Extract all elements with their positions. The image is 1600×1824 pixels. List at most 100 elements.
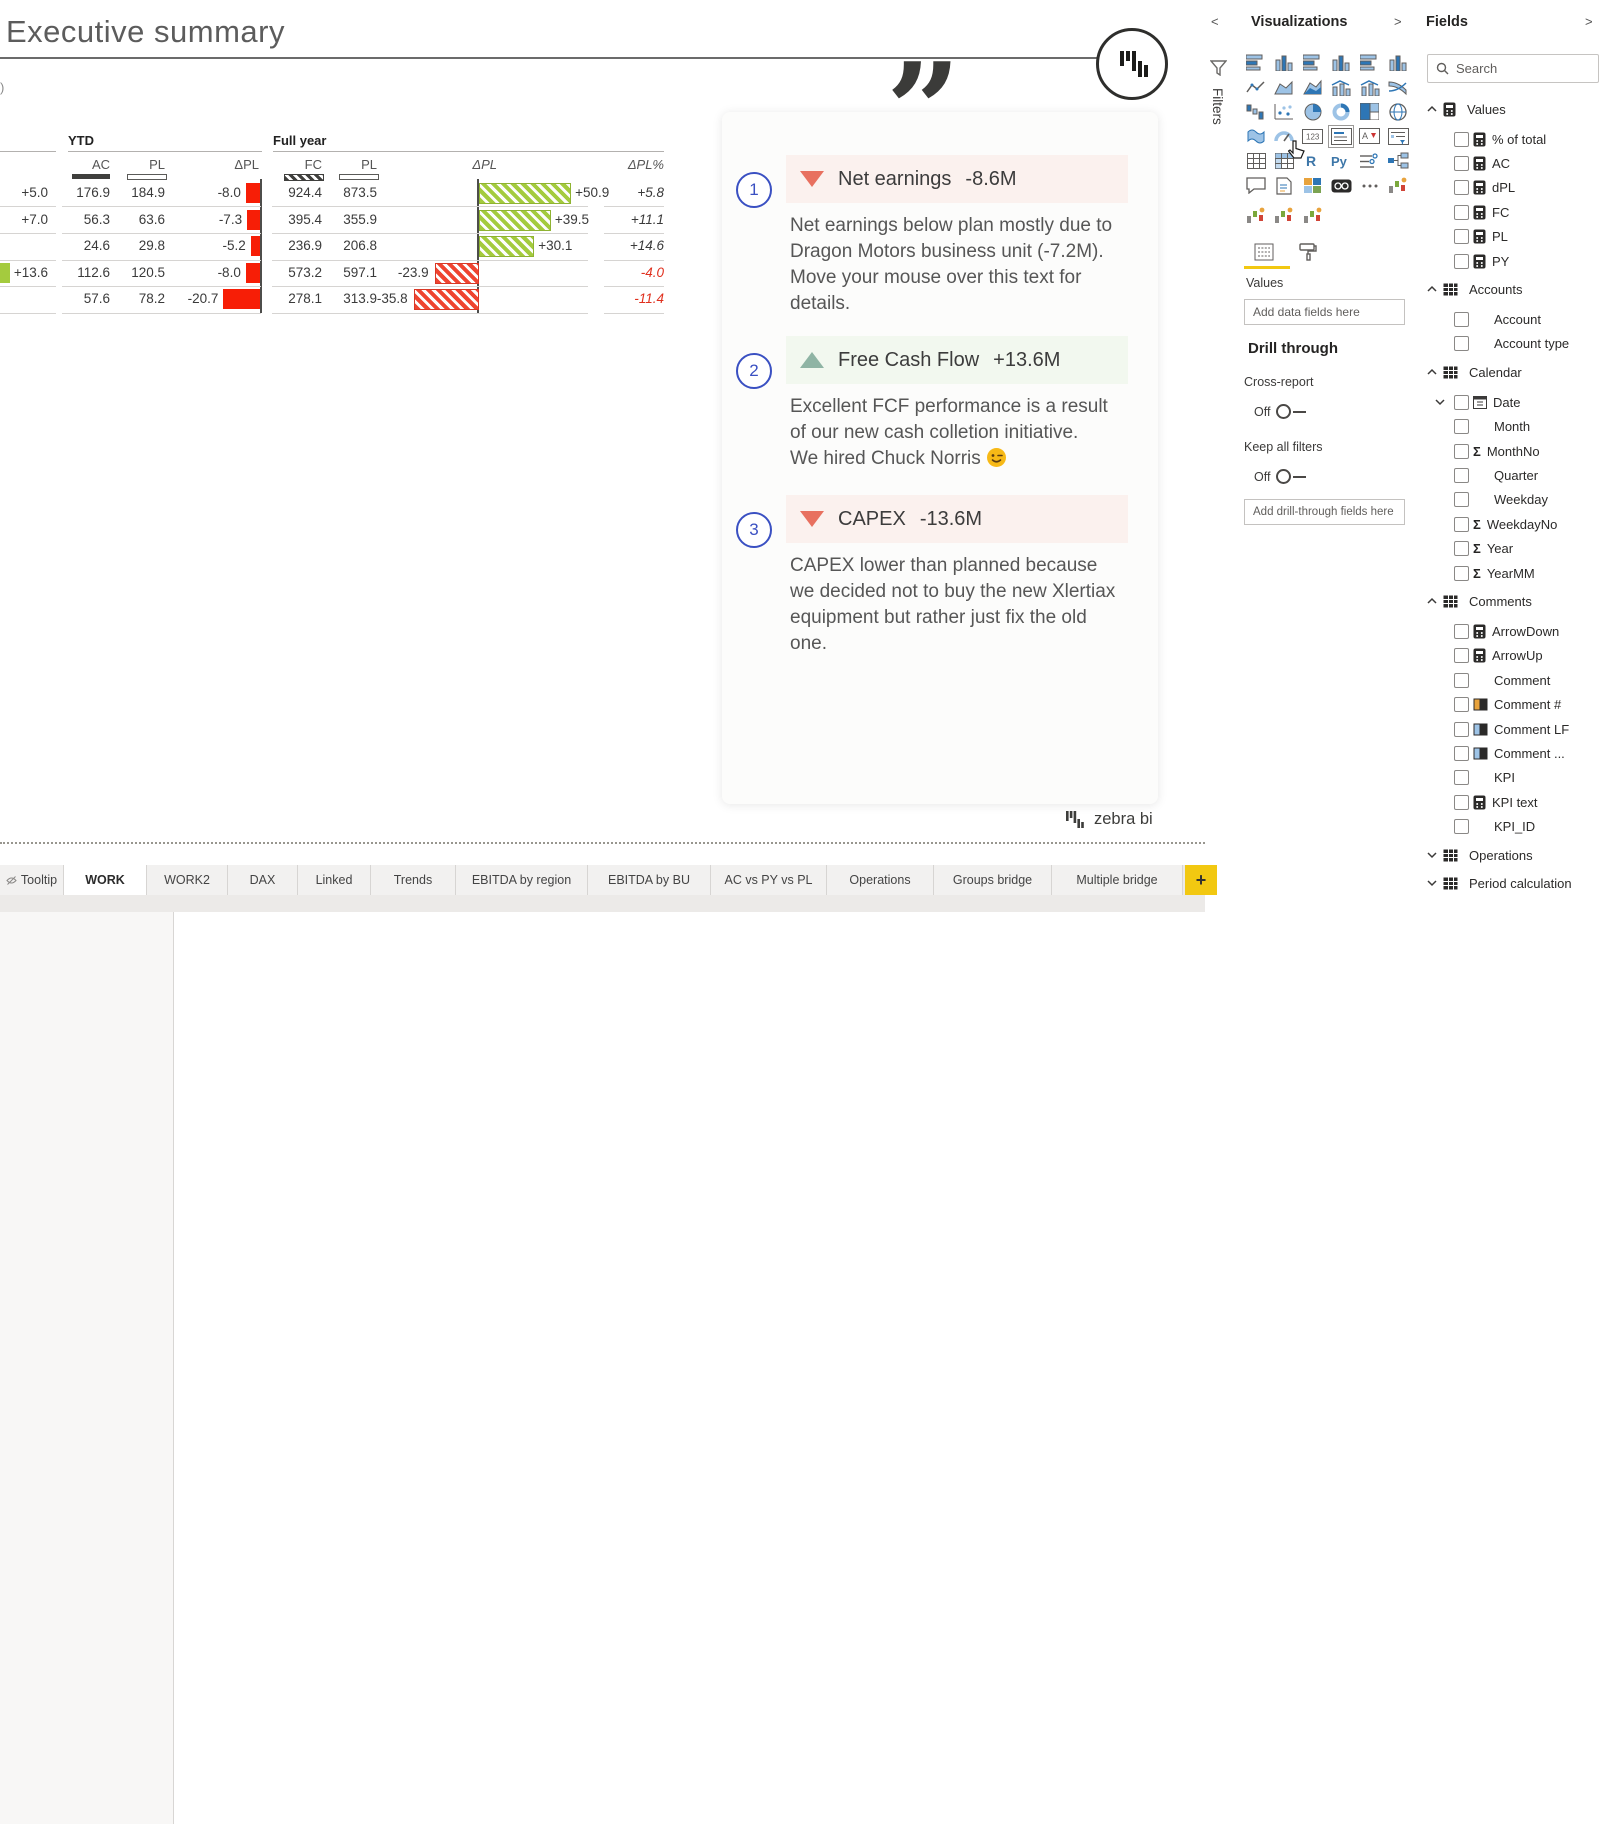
comment-headline-down[interactable]: Net earnings -8.6M <box>786 155 1128 203</box>
field-checkbox[interactable] <box>1454 721 1469 737</box>
chevron-up-icon[interactable] <box>1426 596 1438 606</box>
field-item-ac[interactable]: AC <box>1426 153 1510 173</box>
python-visual-icon[interactable]: Py <box>1329 150 1353 171</box>
field-item-comment[interactable]: Comment <box>1426 670 1550 690</box>
filters-pane-label[interactable]: Filters <box>1210 88 1225 125</box>
field-item-date[interactable]: Date <box>1426 392 1520 412</box>
decomposition-tree-icon[interactable] <box>1386 150 1410 171</box>
pane-tab-fields-icon[interactable] <box>1252 241 1276 262</box>
card-icon[interactable]: 123 <box>1301 126 1325 147</box>
comment-number-badge[interactable]: 3 <box>736 512 772 548</box>
chevron-up-icon[interactable] <box>1426 284 1438 294</box>
expand-filters-icon[interactable]: < <box>1211 14 1219 29</box>
drill-through-field-well[interactable]: Add drill-through fields here <box>1244 499 1405 525</box>
scatter-chart-icon[interactable] <box>1272 101 1296 122</box>
zebra-bi-cards-icon[interactable] <box>1301 205 1325 226</box>
comment-number-badge[interactable]: 1 <box>736 172 772 208</box>
cross-report-toggle[interactable]: Off <box>1254 404 1307 419</box>
100-stacked-column-chart-icon[interactable] <box>1386 52 1410 73</box>
field-checkbox[interactable] <box>1454 672 1469 688</box>
metrics-icon[interactable] <box>1329 175 1353 196</box>
comment-headline-down[interactable]: CAPEX -13.6M <box>786 495 1128 543</box>
matrix-icon[interactable] <box>1272 150 1296 171</box>
filled-map-icon[interactable] <box>1244 126 1268 147</box>
field-item-yearmm[interactable]: Σ YearMM <box>1426 563 1535 583</box>
line-and-stacked-column-chart-icon[interactable] <box>1329 77 1353 98</box>
field-item-values[interactable]: Values <box>1426 99 1506 119</box>
paginated-report-icon[interactable] <box>1272 175 1296 196</box>
field-checkbox[interactable] <box>1454 155 1469 171</box>
field-item-monthno[interactable]: Σ MonthNo <box>1426 441 1540 461</box>
kpi-icon[interactable]: A <box>1358 126 1382 147</box>
collapse-fields-icon[interactable]: > <box>1585 14 1593 29</box>
field-item-pl[interactable]: PL <box>1426 227 1508 247</box>
field-item-year[interactable]: Σ Year <box>1426 539 1513 559</box>
page-tab-ebitda-by-bu[interactable]: EBITDA by BU <box>588 865 711 895</box>
field-item--of-total[interactable]: % of total <box>1426 129 1546 149</box>
map-icon[interactable] <box>1386 101 1410 122</box>
field-checkbox[interactable] <box>1454 394 1469 410</box>
field-item-py[interactable]: PY <box>1426 251 1509 271</box>
field-checkbox[interactable] <box>1454 336 1469 352</box>
chevron-down-icon[interactable] <box>1426 878 1438 888</box>
field-checkbox[interactable] <box>1454 770 1469 786</box>
field-item-comment-lf[interactable]: Comment LF <box>1426 719 1569 739</box>
chevron-down-icon[interactable] <box>1434 397 1446 407</box>
line-chart-icon[interactable] <box>1244 77 1268 98</box>
page-tab-multiple-bridge[interactable]: Multiple bridge <box>1052 865 1183 895</box>
field-item-weekday[interactable]: Weekday <box>1426 490 1548 510</box>
comments-panel[interactable] <box>722 112 1158 804</box>
field-checkbox[interactable] <box>1454 819 1469 835</box>
pie-chart-icon[interactable] <box>1301 101 1325 122</box>
field-item-kpi-text[interactable]: KPI text <box>1426 792 1538 812</box>
field-item-fc[interactable]: FC <box>1426 202 1509 222</box>
field-item-kpi-id[interactable]: KPI_ID <box>1426 817 1535 837</box>
pane-tab-format-icon[interactable] <box>1296 241 1320 262</box>
page-tab-work2[interactable]: WORK2 <box>147 865 228 895</box>
page-tab-trends[interactable]: Trends <box>371 865 456 895</box>
field-checkbox[interactable] <box>1454 467 1469 483</box>
zebra-bi-charts-icon[interactable] <box>1244 205 1268 226</box>
field-checkbox[interactable] <box>1454 794 1469 810</box>
fields-search-input[interactable]: Search <box>1427 54 1599 83</box>
waterfall-chart-icon[interactable] <box>1244 101 1268 122</box>
stacked-area-chart-icon[interactable] <box>1301 77 1325 98</box>
page-tab-work[interactable]: WORK <box>64 865 147 895</box>
clustered-column-chart-icon[interactable] <box>1329 52 1353 73</box>
comment-body-text[interactable]: CAPEX lower than planned because we deci… <box>790 553 1126 657</box>
field-item-weekdayno[interactable]: Σ WeekdayNo <box>1426 514 1557 534</box>
field-item-arrowdown[interactable]: ArrowDown <box>1426 621 1559 641</box>
table-icon[interactable] <box>1244 150 1268 171</box>
page-tab-ac-vs-py-vs-pl[interactable]: AC vs PY vs PL <box>711 865 827 895</box>
chevron-down-icon[interactable] <box>1426 850 1438 860</box>
field-checkbox[interactable] <box>1454 229 1469 245</box>
field-item-arrowup[interactable]: ArrowUp <box>1426 646 1543 666</box>
field-checkbox[interactable] <box>1454 516 1469 532</box>
field-checkbox[interactable] <box>1454 204 1469 220</box>
field-item-month[interactable]: Month <box>1426 417 1530 437</box>
field-checkbox[interactable] <box>1454 541 1469 557</box>
page-tab-groups-bridge[interactable]: Groups bridge <box>934 865 1052 895</box>
r-script-visual-icon[interactable]: R <box>1301 150 1325 171</box>
line-and-clustered-column-chart-icon[interactable] <box>1358 77 1382 98</box>
page-tab-tooltip[interactable]: Tooltip <box>0 865 64 895</box>
field-checkbox[interactable] <box>1454 492 1469 508</box>
field-item-comment-[interactable]: Comment ... <box>1426 743 1565 763</box>
chevron-up-icon[interactable] <box>1426 367 1438 377</box>
field-item-operations[interactable]: Operations <box>1426 845 1533 865</box>
multi-row-card-icon[interactable] <box>1328 124 1355 148</box>
ribbon-chart-icon[interactable] <box>1386 77 1410 98</box>
field-checkbox[interactable] <box>1454 253 1469 269</box>
zebra-bi-tables-icon[interactable] <box>1386 175 1410 196</box>
stacked-bar-chart-icon[interactable] <box>1244 52 1268 73</box>
comment-number-badge[interactable]: 2 <box>736 353 772 389</box>
clustered-bar-chart-icon[interactable] <box>1301 52 1325 73</box>
field-checkbox[interactable] <box>1454 180 1469 196</box>
field-checkbox[interactable] <box>1454 131 1469 147</box>
comment-headline-up[interactable]: Free Cash Flow +13.6M <box>786 336 1128 384</box>
field-item-dpl[interactable]: dPL <box>1426 178 1515 198</box>
collapse-visualizations-icon[interactable]: > <box>1394 14 1402 29</box>
field-checkbox[interactable] <box>1454 311 1469 327</box>
field-item-calendar[interactable]: Calendar <box>1426 362 1522 382</box>
page-tab-dax[interactable]: DAX <box>228 865 298 895</box>
